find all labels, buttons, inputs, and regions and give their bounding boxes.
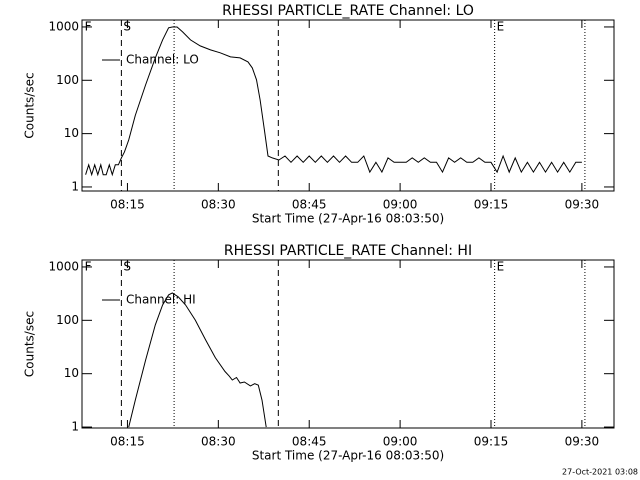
plot-frame [81, 259, 615, 429]
data-line [85, 26, 582, 177]
footer: 27-Oct-2021 03:08 [562, 468, 638, 477]
y-tick-label: 1000 [48, 259, 79, 273]
plot-frame [81, 19, 615, 192]
y-tick-label: 100 [56, 73, 79, 87]
y-tick-label: 1 [71, 420, 79, 434]
x-axis-label: Start Time (27-Apr-16 08:03:50) [252, 449, 444, 463]
event-marker: E [497, 260, 505, 274]
y-tick-label: 10 [64, 126, 79, 140]
x-tick-label: 09:15 [474, 198, 509, 212]
x-tick-label: 08:15 [110, 435, 145, 449]
chart-title: RHESSI PARTICLE_RATE Channel: LO [222, 3, 474, 19]
data-line [128, 292, 267, 428]
x-tick-label: 09:00 [383, 198, 418, 212]
y-axis-label: Counts/sec [23, 72, 37, 138]
chart: RHESSI PARTICLE_RATE Channel: HI Start Ti… [23, 243, 615, 463]
chart-title: RHESSI PARTICLE_RATE Channel: HI [224, 243, 472, 259]
event-marker: F [85, 20, 92, 34]
x-tick-label: 09:15 [474, 435, 509, 449]
x-tick-label: 09:30 [565, 198, 600, 212]
y-axis-label: Counts/sec [23, 311, 37, 377]
event-marker: S [123, 260, 131, 274]
x-tick-label: 08:15 [110, 198, 145, 212]
x-tick-label: 09:30 [565, 435, 600, 449]
x-axis-label: Start Time (27-Apr-16 08:03:50) [252, 212, 444, 226]
x-tick-label: 08:45 [292, 198, 327, 212]
y-tick-label: 100 [56, 313, 79, 327]
x-tick-label: 09:00 [383, 435, 418, 449]
event-marker: F [85, 260, 92, 274]
event-marker: S [123, 20, 131, 34]
legend-label: Channel: LO [126, 53, 199, 67]
y-tick-label: 1000 [48, 19, 79, 33]
chart: RHESSI PARTICLE_RATE Channel: LO Start Ti… [23, 3, 615, 226]
event-marker: E [497, 20, 505, 34]
y-tick-label: 10 [64, 366, 79, 380]
x-tick-label: 08:45 [292, 435, 327, 449]
legend-label: Channel: HI [126, 293, 196, 307]
x-tick-label: 08:30 [201, 198, 236, 212]
x-tick-label: 08:30 [201, 435, 236, 449]
y-tick-label: 1 [71, 179, 79, 193]
